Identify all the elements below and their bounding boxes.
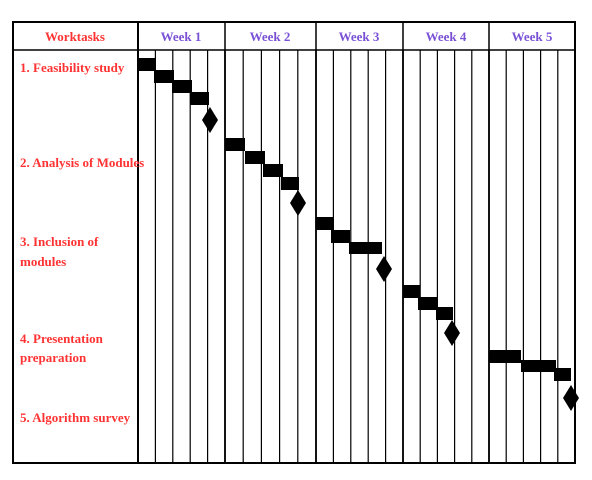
milestone-diamond (444, 320, 460, 346)
task-bar (489, 350, 521, 363)
task-3-schedule (316, 217, 392, 282)
task-5-schedule (489, 350, 579, 411)
task-bar (349, 242, 382, 254)
week-5-header: Week 5 (512, 29, 553, 44)
task-bar (554, 368, 571, 381)
task-bar (138, 58, 156, 71)
task-labels: 1. Feasibility study 2. Analysis of Modu… (20, 60, 144, 425)
task-bar (190, 92, 209, 105)
task-bar (436, 307, 453, 320)
worktasks-header: Worktasks (45, 29, 105, 44)
task-bar (245, 151, 265, 164)
day-grid (154, 50, 576, 463)
task-bar (225, 138, 245, 151)
task-label-4: 4. Presentation preparation (20, 331, 106, 365)
task-1-schedule (138, 58, 218, 133)
task-label-5: 5. Algorithm survey (20, 410, 131, 425)
task-bar (331, 230, 350, 243)
task-bar (263, 164, 283, 177)
task-label-1: 1. Feasibility study (20, 60, 125, 75)
task-label-2: 2. Analysis of Modules (20, 155, 144, 170)
task-bar (316, 217, 333, 230)
week-4-header: Week 4 (426, 29, 467, 44)
task-2-schedule (225, 138, 306, 216)
milestone-diamond (376, 256, 392, 282)
task-bar (521, 360, 556, 372)
task-bar (403, 285, 420, 298)
milestone-diamond (202, 107, 218, 133)
milestone-diamond (563, 385, 579, 411)
task-bar (418, 297, 437, 310)
week-2-header: Week 2 (250, 29, 291, 44)
week-1-header: Week 1 (161, 29, 202, 44)
task-4-schedule (403, 285, 460, 346)
task-label-3: 3. Inclusion of modules (20, 234, 102, 269)
task-bar (172, 80, 192, 93)
task-bar (154, 70, 174, 83)
milestone-diamond (290, 190, 306, 216)
task-bar (281, 177, 299, 190)
week-3-header: Week 3 (339, 29, 380, 44)
